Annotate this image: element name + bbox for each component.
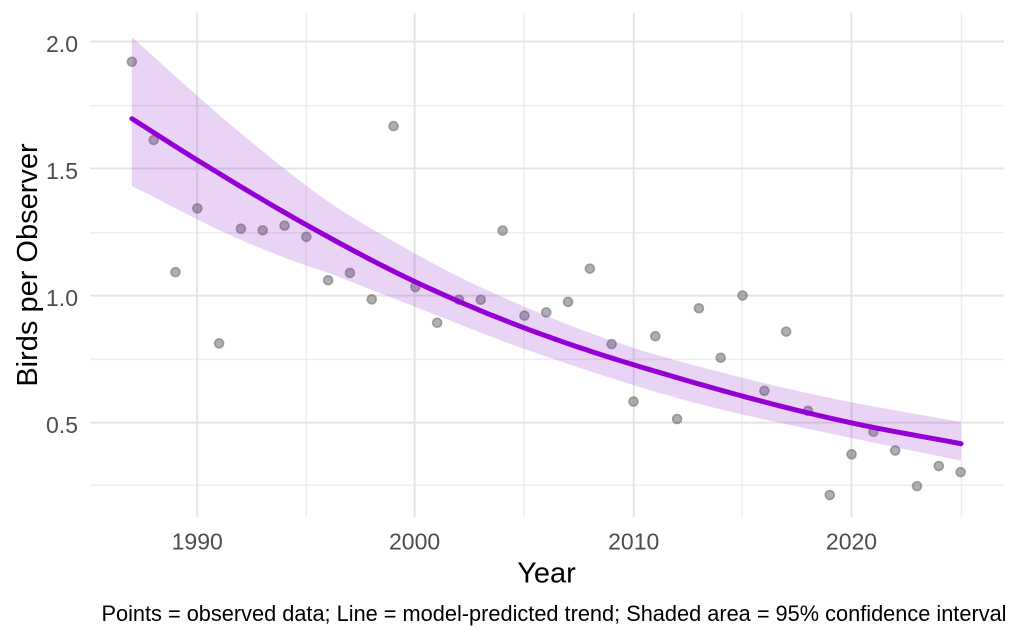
svg-text:2.0: 2.0 [46,31,78,57]
svg-text:Birds per Observer: Birds per Observer [12,143,44,387]
svg-text:2000: 2000 [389,529,440,555]
svg-text:1990: 1990 [172,529,223,555]
svg-text:1.0: 1.0 [46,285,78,311]
svg-text:Year: Year [517,558,576,590]
svg-text:2010: 2010 [608,529,659,555]
svg-text:0.5: 0.5 [46,412,78,438]
svg-text:1.5: 1.5 [46,158,78,184]
svg-text:Points = observed data; Line =: Points = observed data; Line = model-pre… [101,601,1006,626]
svg-text:2020: 2020 [826,529,877,555]
